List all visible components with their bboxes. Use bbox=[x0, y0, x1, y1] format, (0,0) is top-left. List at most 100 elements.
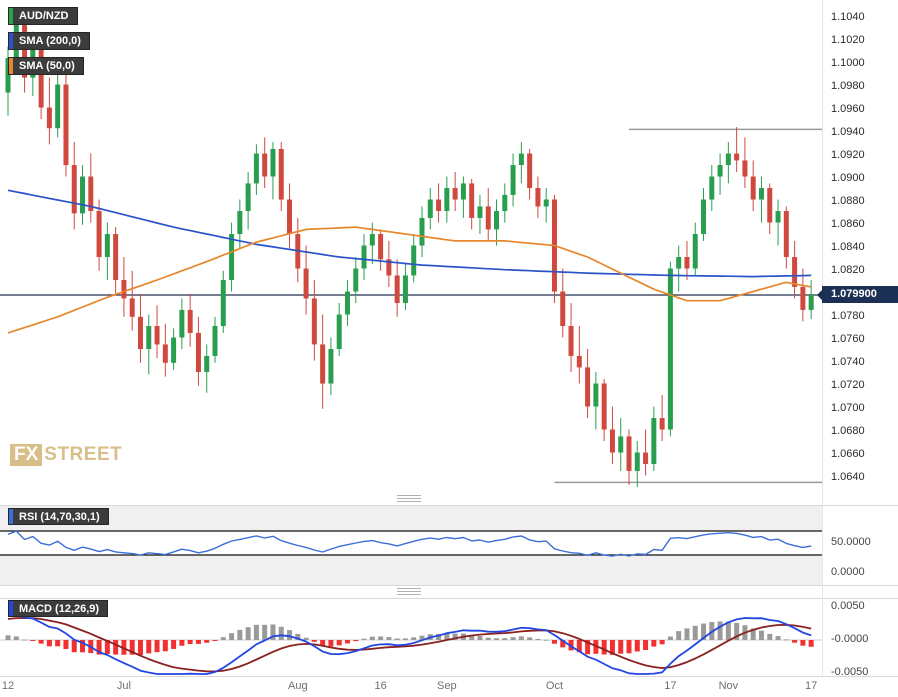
price-axis-label: 1.0960 bbox=[831, 102, 865, 115]
macd-histogram-bar bbox=[684, 628, 690, 640]
macd-histogram-bar bbox=[179, 640, 185, 646]
candle-body bbox=[444, 188, 450, 212]
price-axis-label: 1.0880 bbox=[831, 194, 865, 207]
macd-histogram-bar bbox=[576, 640, 582, 653]
macd-histogram-bar bbox=[13, 636, 19, 640]
candle-body bbox=[55, 84, 61, 129]
macd-histogram-bar bbox=[253, 624, 259, 640]
time-axis-label: Oct bbox=[545, 680, 564, 692]
candle-body bbox=[63, 84, 69, 166]
candle-body bbox=[287, 199, 293, 235]
macd-histogram-bar bbox=[725, 621, 731, 640]
macd-histogram-bar bbox=[336, 640, 342, 646]
macd-histogram-bar bbox=[643, 640, 649, 650]
candle-body bbox=[758, 188, 764, 200]
macd-histogram-bar bbox=[444, 633, 450, 640]
candle-body bbox=[253, 153, 259, 184]
candle-body bbox=[38, 43, 44, 108]
candle-body bbox=[411, 245, 417, 276]
macd-histogram-bar bbox=[502, 638, 508, 640]
macd-histogram-bar bbox=[792, 640, 798, 643]
macd-histogram-bar bbox=[750, 628, 756, 640]
macd-histogram-bar bbox=[626, 640, 632, 654]
candle-body bbox=[80, 176, 86, 214]
macd-histogram-bar bbox=[328, 640, 334, 647]
candle-body bbox=[212, 326, 218, 356]
macd-histogram-bar bbox=[195, 640, 201, 644]
macd-histogram-bar bbox=[146, 640, 152, 654]
candle-body bbox=[800, 286, 806, 310]
macd-histogram-bar bbox=[767, 633, 773, 640]
macd-histogram-bar bbox=[344, 640, 350, 644]
candle-body bbox=[237, 211, 243, 235]
macd-histogram-bar bbox=[618, 640, 624, 654]
price-axis-label: 1.0720 bbox=[831, 378, 865, 391]
candle-body bbox=[783, 211, 789, 258]
candle-body bbox=[113, 234, 119, 281]
candle-body bbox=[469, 183, 475, 218]
macd-histogram-bar bbox=[667, 636, 673, 640]
time-axis-label: 16 bbox=[374, 680, 387, 692]
candle-body bbox=[518, 153, 524, 166]
macd-histogram-layer bbox=[5, 621, 814, 655]
macd-histogram-bar bbox=[229, 633, 235, 640]
macd-histogram-bar bbox=[758, 630, 764, 640]
sma50-legend[interactable]: SMA (50,0) bbox=[8, 57, 84, 75]
macd-histogram-bar bbox=[692, 625, 698, 640]
macd-histogram-bar bbox=[808, 640, 814, 647]
price-axis-label: 1.1040 bbox=[831, 10, 865, 23]
price-axis-label: 1.0640 bbox=[831, 470, 865, 483]
macd-histogram-bar bbox=[71, 640, 77, 653]
candle-body bbox=[543, 199, 549, 207]
macd-histogram-bar bbox=[535, 638, 541, 640]
candle-body bbox=[220, 280, 226, 327]
macd-axis-label: -0.0050 bbox=[831, 666, 869, 678]
candle-body bbox=[88, 176, 94, 212]
macd-histogram-bar bbox=[204, 640, 210, 643]
macd-histogram-bar bbox=[5, 635, 11, 640]
candle-body bbox=[609, 429, 615, 453]
candle-body bbox=[386, 259, 392, 276]
price-axis-label: 1.1000 bbox=[831, 56, 865, 69]
candle-body bbox=[775, 211, 781, 223]
macd-legend[interactable]: MACD (12,26,9) bbox=[8, 600, 109, 617]
candle-body bbox=[195, 332, 201, 373]
macd-histogram-bar bbox=[469, 635, 475, 640]
price-axis-label: 1.0980 bbox=[831, 79, 865, 92]
macd-axis-label: 0.0050 bbox=[831, 600, 865, 612]
candles-layer[interactable] bbox=[5, 12, 814, 488]
macd-histogram-bar bbox=[378, 636, 384, 640]
sma200-legend[interactable]: SMA (200,0) bbox=[8, 32, 90, 50]
macd-histogram-bar bbox=[651, 640, 657, 647]
rsi-label-text: RSI (14,70,30,1) bbox=[19, 510, 100, 523]
rsi-legend[interactable]: RSI (14,70,30,1) bbox=[8, 508, 109, 525]
macd-histogram-bar bbox=[220, 637, 226, 640]
candle-body bbox=[676, 257, 682, 269]
candle-body bbox=[734, 153, 740, 161]
time-axis-label: Jul bbox=[116, 680, 131, 692]
macd-histogram-bar bbox=[80, 640, 86, 653]
macd-histogram-bar bbox=[411, 637, 417, 640]
candle-body bbox=[527, 153, 533, 189]
panel-splitter-handle[interactable] bbox=[397, 588, 421, 595]
symbol-legend[interactable]: AUD/NZD bbox=[8, 7, 78, 25]
macd-axis-label: -0.0000 bbox=[831, 633, 869, 645]
candle-body bbox=[187, 309, 193, 333]
fxstreet-watermark: FX STREET bbox=[10, 444, 122, 466]
candle-body bbox=[245, 183, 251, 212]
time-axis-label: 17 bbox=[805, 680, 818, 692]
candle-body bbox=[601, 383, 607, 430]
panel-splitter-handle[interactable] bbox=[397, 495, 421, 502]
candle-body bbox=[725, 153, 731, 166]
candle-body bbox=[535, 188, 541, 207]
macd-histogram-bar bbox=[775, 636, 781, 640]
macd-histogram-bar bbox=[601, 640, 607, 655]
macd-histogram-bar bbox=[477, 636, 483, 640]
candle-body bbox=[692, 234, 698, 269]
price-axis-label: 1.0780 bbox=[831, 309, 865, 322]
rsi-line bbox=[7, 530, 812, 557]
macd-histogram-bar bbox=[485, 637, 491, 640]
candle-body bbox=[378, 234, 384, 260]
macd-histogram-bar bbox=[137, 640, 143, 655]
